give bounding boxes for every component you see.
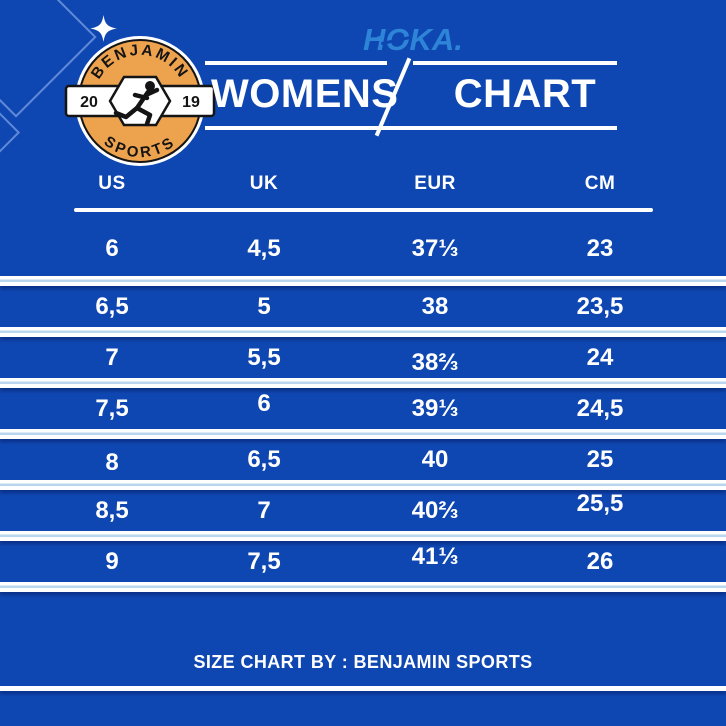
table-row: 7 5,5 38⅔ 24 bbox=[0, 337, 726, 378]
table-header-row: US UK EUR CM bbox=[0, 166, 726, 202]
cell-us: 6,5 bbox=[95, 292, 129, 320]
sparkle-star-icon bbox=[90, 15, 117, 42]
cell-uk: 4,5 bbox=[247, 235, 281, 262]
footer-rule bbox=[0, 686, 726, 691]
hoka-logo-o-swoosh: O bbox=[385, 22, 410, 57]
table-row: 9 7,5 41⅓ 26 bbox=[0, 541, 726, 582]
header-us: US bbox=[98, 173, 126, 194]
hoka-logo-h: H bbox=[363, 22, 386, 57]
cell-eur: 38⅔ bbox=[411, 348, 459, 376]
cell-eur: 40 bbox=[421, 445, 449, 473]
table-row: 8 6,5 40 25 bbox=[0, 439, 726, 480]
row-separator bbox=[0, 531, 726, 541]
cell-eur: 39⅓ bbox=[411, 394, 459, 422]
cell-us: 8,5 bbox=[95, 496, 129, 524]
footer-credit: SIZE CHART BY : BENJAMIN SPORTS bbox=[193, 652, 533, 672]
cell-uk: 7,5 bbox=[247, 547, 281, 575]
badge-year-right: 19 bbox=[182, 94, 200, 111]
cell-uk: 6 bbox=[257, 389, 271, 417]
row-separator bbox=[0, 276, 726, 286]
cell-us: 7,5 bbox=[95, 394, 129, 422]
row-separator bbox=[0, 327, 726, 337]
table-row: 7,5 6 39⅓ 24,5 bbox=[0, 388, 726, 429]
cell-cm: 23 bbox=[586, 235, 614, 262]
header-eur: EUR bbox=[414, 173, 456, 194]
cell-uk: 6,5 bbox=[247, 445, 281, 473]
cell-cm: 25,5 bbox=[576, 489, 624, 517]
cell-eur: 38 bbox=[421, 292, 449, 320]
title-womens: WOMENS bbox=[211, 72, 399, 116]
running-person-icon bbox=[113, 81, 160, 127]
size-chart-table: US UK EUR CM 6 4,5 37⅓ 23 6,5 5 38 23,5 … bbox=[0, 166, 726, 592]
badge-year-left: 20 bbox=[80, 94, 98, 111]
cell-us: 8 bbox=[105, 448, 119, 476]
cell-cm: 26 bbox=[586, 547, 614, 575]
row-separator bbox=[0, 480, 726, 490]
cell-cm: 24,5 bbox=[576, 394, 624, 422]
title-chart: CHART bbox=[453, 72, 597, 116]
hoka-logo: HOKA. bbox=[363, 22, 463, 58]
cell-cm: 23,5 bbox=[576, 292, 624, 320]
table-row: 6,5 5 38 23,5 bbox=[0, 286, 726, 327]
benjamin-sports-badge: BENJAMIN SPORTS 20 19 bbox=[64, 36, 216, 166]
header-underline bbox=[74, 208, 653, 212]
table-row: 6 4,5 37⅓ 23 bbox=[0, 212, 726, 276]
header-cm: CM bbox=[584, 173, 616, 194]
row-separator bbox=[0, 429, 726, 439]
cell-us: 7 bbox=[105, 343, 119, 371]
cell-us: 9 bbox=[105, 547, 119, 575]
cell-uk: 5 bbox=[257, 292, 271, 320]
row-separator bbox=[0, 582, 726, 592]
header-uk: UK bbox=[249, 173, 279, 194]
title-block: WOMENS CHART bbox=[205, 57, 617, 137]
cell-eur: 37⅓ bbox=[411, 235, 459, 262]
cell-cm: 24 bbox=[586, 343, 614, 371]
cell-us: 6 bbox=[105, 235, 119, 262]
cell-cm: 25 bbox=[586, 445, 614, 473]
table-row: 8,5 7 40⅔ 25,5 bbox=[0, 490, 726, 531]
cell-eur: 41⅓ bbox=[411, 542, 459, 570]
cell-uk: 5,5 bbox=[247, 343, 281, 371]
hoka-logo-text: KA. bbox=[409, 22, 463, 57]
row-separator bbox=[0, 378, 726, 388]
title-slash-gap bbox=[387, 61, 413, 65]
cell-eur: 40⅔ bbox=[411, 496, 459, 524]
cell-uk: 7 bbox=[257, 496, 271, 524]
